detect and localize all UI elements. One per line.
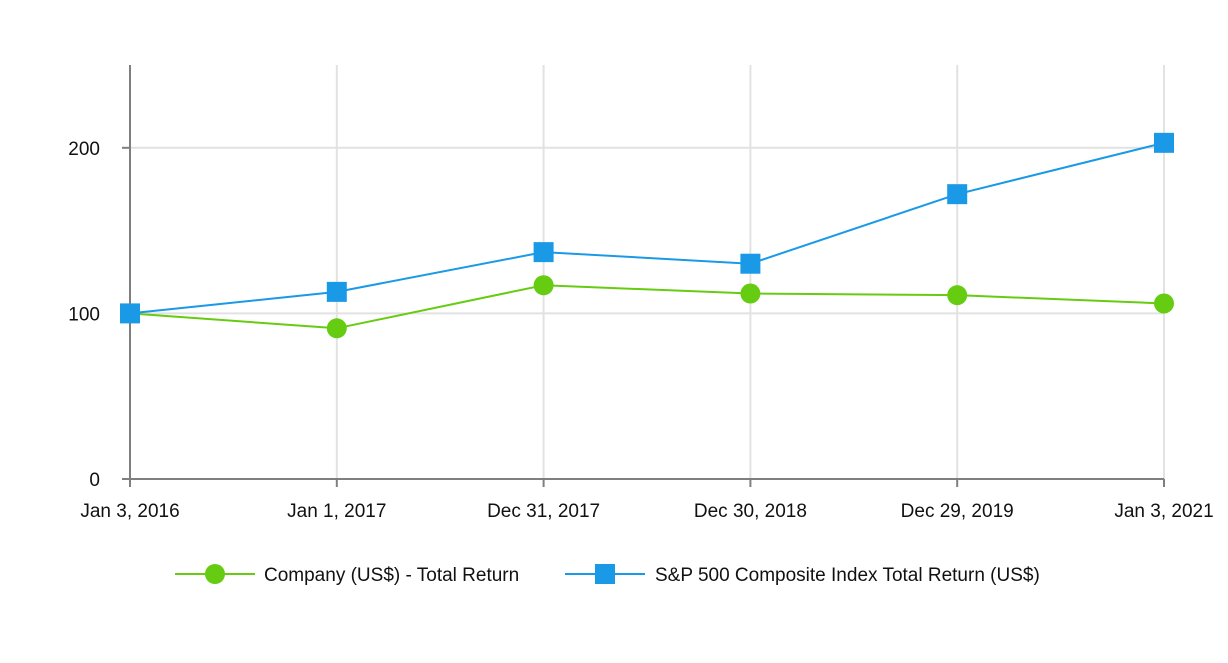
- grid-layer: [130, 65, 1165, 479]
- data-point: [326, 318, 347, 339]
- data-point: [120, 303, 140, 324]
- legend-label: S&P 500 Composite Index Total Return (US…: [655, 565, 1040, 586]
- x-tick-label: Dec 30, 2018: [694, 501, 807, 522]
- data-point: [1154, 132, 1174, 153]
- data-point: [740, 283, 761, 304]
- x-tick-label: Jan 3, 2016: [80, 501, 179, 522]
- x-tick-label: Dec 29, 2019: [901, 501, 1014, 522]
- series-2: [120, 132, 1174, 324]
- data-point: [947, 184, 968, 205]
- legend-item-2: S&P 500 Composite Index Total Return (US…: [565, 564, 1040, 586]
- data-point: [1154, 293, 1174, 314]
- legend: Company (US$) - Total Return S&P 500 Comp…: [175, 564, 1040, 586]
- axis-layer: 0 100 200 Jan 3, 2016 Jan 1, 2017 Dec 31, 201…: [68, 65, 1214, 522]
- data-point: [326, 281, 347, 302]
- x-tick-label: Jan 3, 2021: [1114, 501, 1213, 522]
- x-tick-label: Jan 1, 2017: [287, 501, 386, 522]
- y-tick-label: 100: [68, 304, 100, 325]
- series-line: [129, 141, 1165, 315]
- legend-label: Company (US$) - Total Return: [264, 565, 519, 586]
- legend-marker: [595, 564, 615, 584]
- legend-item-1: Company (US$) - Total Return: [175, 564, 519, 586]
- data-point: [740, 253, 761, 274]
- series-line: [129, 284, 1165, 330]
- data-point: [533, 275, 554, 296]
- legend-marker: [205, 564, 225, 584]
- series-1: [120, 275, 1174, 339]
- data-point: [947, 285, 968, 306]
- series-layer: [120, 132, 1174, 339]
- data-point: [533, 242, 554, 263]
- y-tick-label: 200: [68, 139, 100, 160]
- x-tick-label: Dec 31, 2017: [487, 501, 600, 522]
- y-tick-label: 0: [89, 470, 100, 491]
